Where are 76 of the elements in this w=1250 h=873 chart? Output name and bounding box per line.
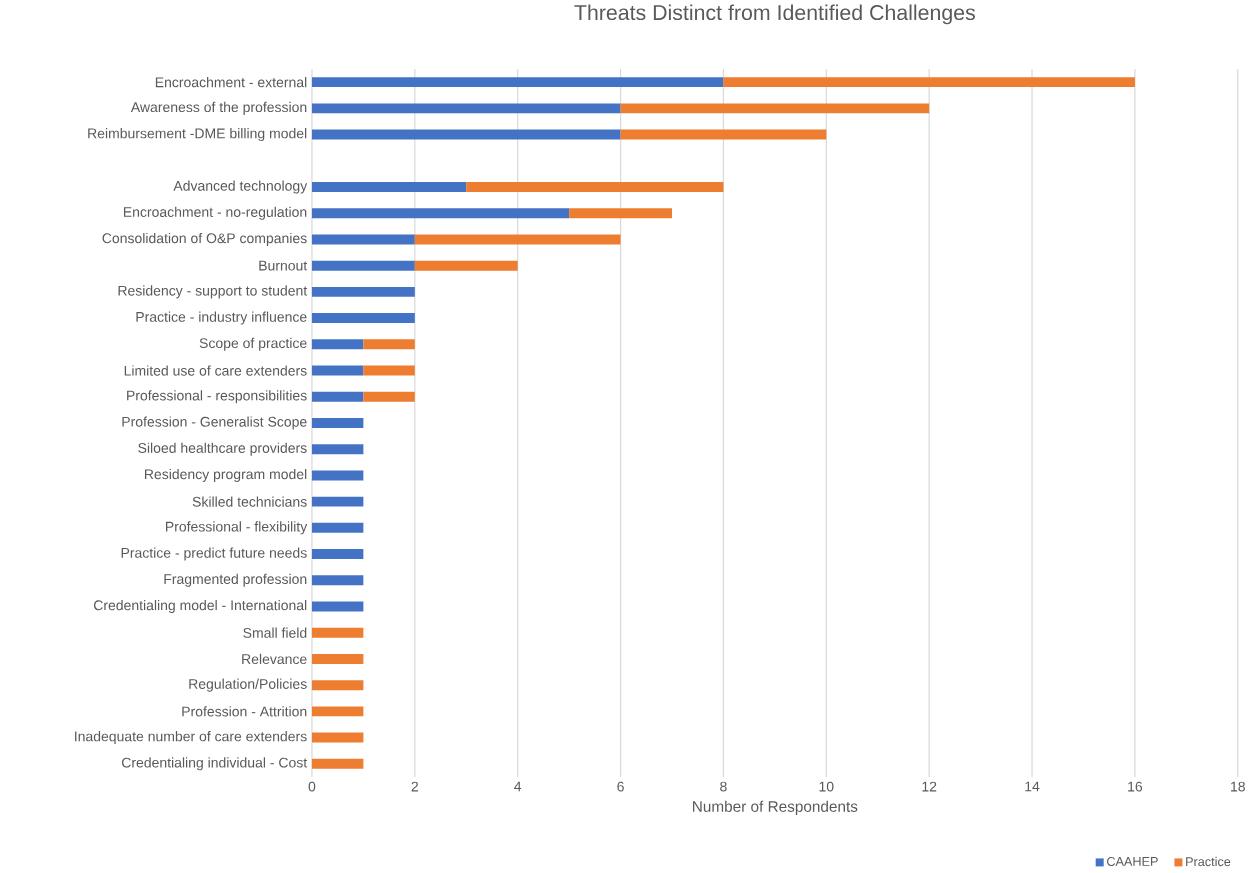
bar <box>311 732 364 743</box>
bar <box>311 181 467 192</box>
x-tick-label: 12 <box>922 781 937 792</box>
bar <box>311 627 364 638</box>
bar <box>466 181 724 192</box>
y-tick-label: Practice - predict future needs <box>121 547 307 561</box>
x-axis-title: Number of Respondents <box>693 800 858 815</box>
bar <box>311 548 364 559</box>
y-tick-label: Credentialing individual - Cost <box>121 757 308 771</box>
x-tick-label: 6 <box>617 781 624 792</box>
y-tick-label: Awareness of the profession <box>130 101 307 115</box>
x-tick-label: 0 <box>308 781 316 792</box>
x-tick-label: 16 <box>1128 781 1143 792</box>
bar <box>311 417 364 428</box>
bar <box>311 77 724 87</box>
y-tick-label: Fragmented profession <box>164 573 307 587</box>
bar <box>311 758 364 769</box>
y-tick-label: Relevance <box>242 653 307 664</box>
bar <box>620 103 930 114</box>
y-tick-label: Burnout <box>259 260 308 271</box>
bar <box>311 286 415 297</box>
bar <box>311 575 364 586</box>
y-tick-label: Encroachment - no-regulation <box>123 206 307 220</box>
y-tick-label: Siloed healthcare providers <box>138 442 307 456</box>
y-tick-label: Regulation/Policies <box>189 678 307 692</box>
bar <box>311 680 364 690</box>
y-tick-label: Practice - industry influence <box>136 311 307 325</box>
bar <box>414 234 621 245</box>
y-tick-label: Residency program model <box>145 468 307 482</box>
legend-label: Practice <box>1186 856 1231 866</box>
y-tick-label: Residency - support to student <box>118 285 308 299</box>
legend-label: CAAHEP <box>1107 856 1158 866</box>
bar <box>311 706 364 717</box>
y-tick-label: Professional - flexibility <box>166 521 308 535</box>
bar <box>311 522 364 533</box>
bar <box>311 444 364 455</box>
bar <box>311 312 415 323</box>
y-tick-label: Profession - Generalist Scope <box>122 416 307 430</box>
y-tick-label: Inadequate number of care extenders <box>75 730 307 744</box>
bar <box>363 339 415 350</box>
y-tick-label: Encroachment - external <box>155 76 307 88</box>
bar <box>311 653 364 664</box>
bar <box>311 339 364 350</box>
bar <box>311 470 364 481</box>
bar <box>311 391 364 402</box>
y-tick-label: Limited use of care extenders <box>124 365 307 376</box>
bar <box>620 129 827 140</box>
x-tick-label: 4 <box>514 781 522 792</box>
bar <box>311 234 415 245</box>
y-tick-label: Advanced technology <box>173 180 308 194</box>
x-tick-label: 2 <box>411 781 418 792</box>
bar <box>311 496 364 507</box>
y-tick-label: Profession - Attrition <box>182 706 307 717</box>
x-tick-label: 8 <box>720 781 727 792</box>
x-tick-label: 10 <box>819 781 834 792</box>
bar <box>311 129 621 140</box>
bar <box>311 208 570 219</box>
y-tick-label: Credentialing model - International <box>93 599 307 613</box>
bar <box>311 103 621 114</box>
y-tick-label: Consolidation of O&P companies <box>102 232 307 246</box>
y-tick-label: Scope of practice <box>199 337 307 351</box>
y-tick-label: Small field <box>243 627 307 638</box>
y-tick-label: Reimbursement -DME billing model <box>88 127 307 141</box>
bar <box>723 77 1135 87</box>
bar <box>414 260 518 271</box>
chart-title: Threats Distinct from Identified Challenges <box>574 4 975 25</box>
bar <box>363 365 415 376</box>
y-tick-label: Professional - responsibilities <box>127 390 307 404</box>
bar <box>311 260 415 271</box>
bar <box>363 391 415 402</box>
bar <box>311 365 364 376</box>
bar <box>569 208 672 219</box>
x-tick-label: 18 <box>1231 781 1245 792</box>
y-tick-label: Skilled technicians <box>192 496 307 507</box>
bar <box>311 601 364 612</box>
x-tick-label: 14 <box>1025 781 1040 792</box>
